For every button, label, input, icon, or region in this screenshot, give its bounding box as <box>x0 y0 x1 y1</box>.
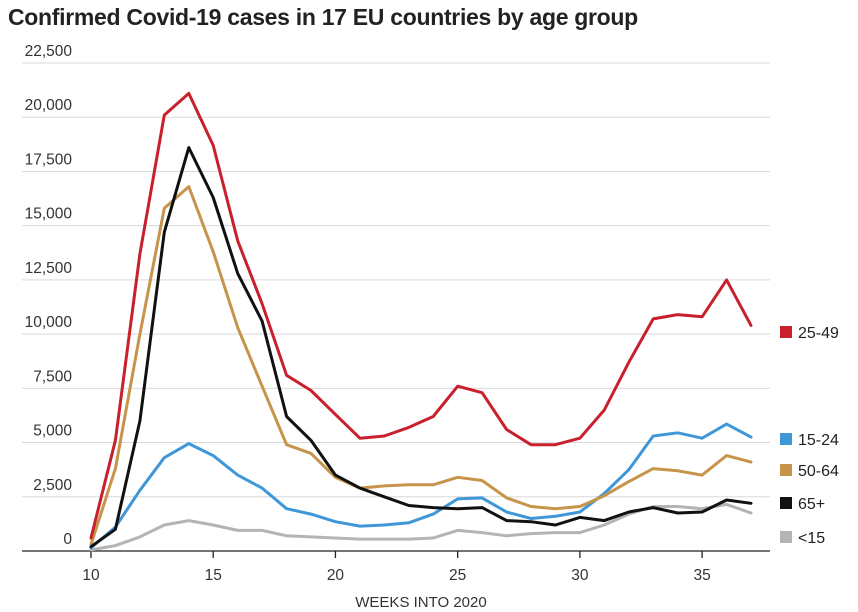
series-layer <box>89 91 753 552</box>
y-tick-label: 17,500 <box>25 151 73 168</box>
y-tick-label: 0 <box>63 531 72 548</box>
x-tick-label: 25 <box>449 567 466 584</box>
series-line-15 <box>89 502 753 552</box>
series-line-15-24 <box>89 422 753 550</box>
legend-label: 65+ <box>798 496 825 513</box>
x-tick-label: 30 <box>571 567 589 584</box>
legend-swatch <box>780 326 792 338</box>
legend-swatch <box>780 497 792 509</box>
y-tick-label: 5,000 <box>33 423 72 440</box>
x-tick-label: 35 <box>693 567 710 584</box>
y-tick-label: 7,500 <box>33 368 72 385</box>
x-tick-label: 15 <box>205 567 222 584</box>
series-line-25-49 <box>89 91 753 540</box>
axis-layer: 0 2,500 5,000 7,500 10,000 12,500 15,000 17,500… <box>22 43 770 584</box>
legend-label: <15 <box>798 530 825 547</box>
legend-swatch <box>780 531 792 543</box>
x-tick-label: 20 <box>327 567 345 584</box>
y-tick-label: 10,000 <box>25 314 73 331</box>
x-axis-title: WEEKS INTO 2020 <box>355 594 486 611</box>
legend-swatch <box>780 433 792 445</box>
legend-layer: 25-49 15-24 50-64 65+ <15 <box>780 325 839 547</box>
x-tick-label: 10 <box>82 567 100 584</box>
y-tick-label: 2,500 <box>33 477 72 494</box>
series-line-65 <box>89 146 753 549</box>
series-line-50-64 <box>89 185 753 546</box>
legend-label: 25-49 <box>798 325 839 342</box>
y-tick-label: 12,500 <box>25 260 73 277</box>
chart-title: Confirmed Covid-19 cases in 17 EU countr… <box>8 4 638 30</box>
y-tick-label: 15,000 <box>25 206 73 223</box>
grid-layer <box>22 62 770 498</box>
legend-label: 15-24 <box>798 432 839 449</box>
y-tick-label: 20,000 <box>25 97 73 114</box>
legend-swatch <box>780 464 792 476</box>
legend-label: 50-64 <box>798 463 839 480</box>
y-tick-label: 22,500 <box>25 43 73 60</box>
